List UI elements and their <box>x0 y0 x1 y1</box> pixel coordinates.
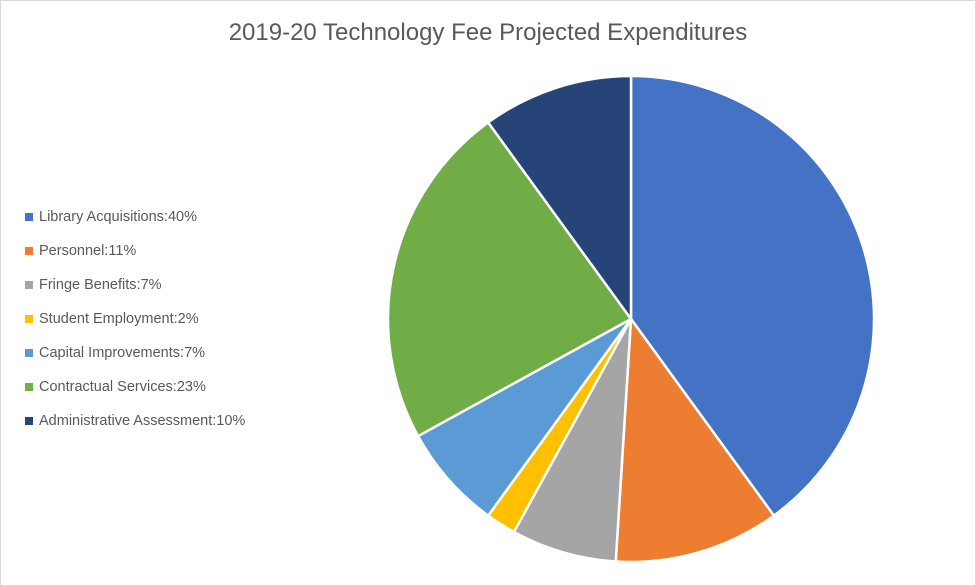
legend-separator: : <box>136 277 141 293</box>
legend-item: Administrative Assessment: 10% <box>25 411 245 445</box>
legend-item: Capital Improvements: 7% <box>25 343 245 377</box>
pie-slice-fringe-benefits <box>512 318 633 563</box>
legend-swatch <box>25 247 33 255</box>
pie-slice-administrative-assessment <box>486 74 633 323</box>
legend-value: 7% <box>184 345 206 361</box>
legend-swatch <box>25 349 33 357</box>
legend-item: Fringe Benefits: 7% <box>25 275 245 309</box>
legend-separator: : <box>180 345 185 361</box>
pie-slice-library-acquisitions <box>629 74 876 518</box>
legend-value: 23% <box>176 379 206 395</box>
legend-swatch <box>25 417 33 425</box>
legend-value: 11% <box>108 243 137 259</box>
legend-swatch <box>25 281 33 289</box>
legend-swatch <box>25 213 33 221</box>
legend-separator: : <box>212 413 217 429</box>
legend-item: Contractual Services: 23% <box>25 377 245 411</box>
legend-swatch <box>25 383 33 391</box>
legend-label: Personnel <box>39 243 105 259</box>
legend-value: 40% <box>167 209 197 225</box>
legend: Library Acquisitions: 40% Personnel: 11% F… <box>25 207 245 445</box>
legend-value: 2% <box>177 311 199 327</box>
chart-title: 2019-20 Technology Fee Projected Expendi… <box>228 19 748 46</box>
legend-label: Administrative Assessment <box>39 413 213 429</box>
legend-label: Contractual Services <box>39 379 173 395</box>
legend-label: Library Acquisitions <box>39 209 164 225</box>
pie-slice-capital-improvements <box>416 317 633 518</box>
legend-value: 10% <box>216 413 246 429</box>
legend-separator: : <box>163 209 168 225</box>
legend-label: Fringe Benefits <box>39 277 137 293</box>
legend-item: Student Employment: 2% <box>25 309 245 343</box>
pie-slice-personnel <box>614 315 776 564</box>
legend-separator: : <box>173 311 178 327</box>
legend-value: 7% <box>140 277 162 293</box>
legend-label: Capital Improvements <box>39 345 181 361</box>
legend-separator: : <box>172 379 177 395</box>
legend-label: Student Employment <box>39 311 174 327</box>
legend-separator: : <box>104 243 109 259</box>
pie-slice-contractual-services <box>386 120 633 438</box>
legend-item: Personnel: 11% <box>25 241 245 275</box>
legend-item: Library Acquisitions: 40% <box>25 207 245 241</box>
legend-swatch <box>25 315 33 323</box>
